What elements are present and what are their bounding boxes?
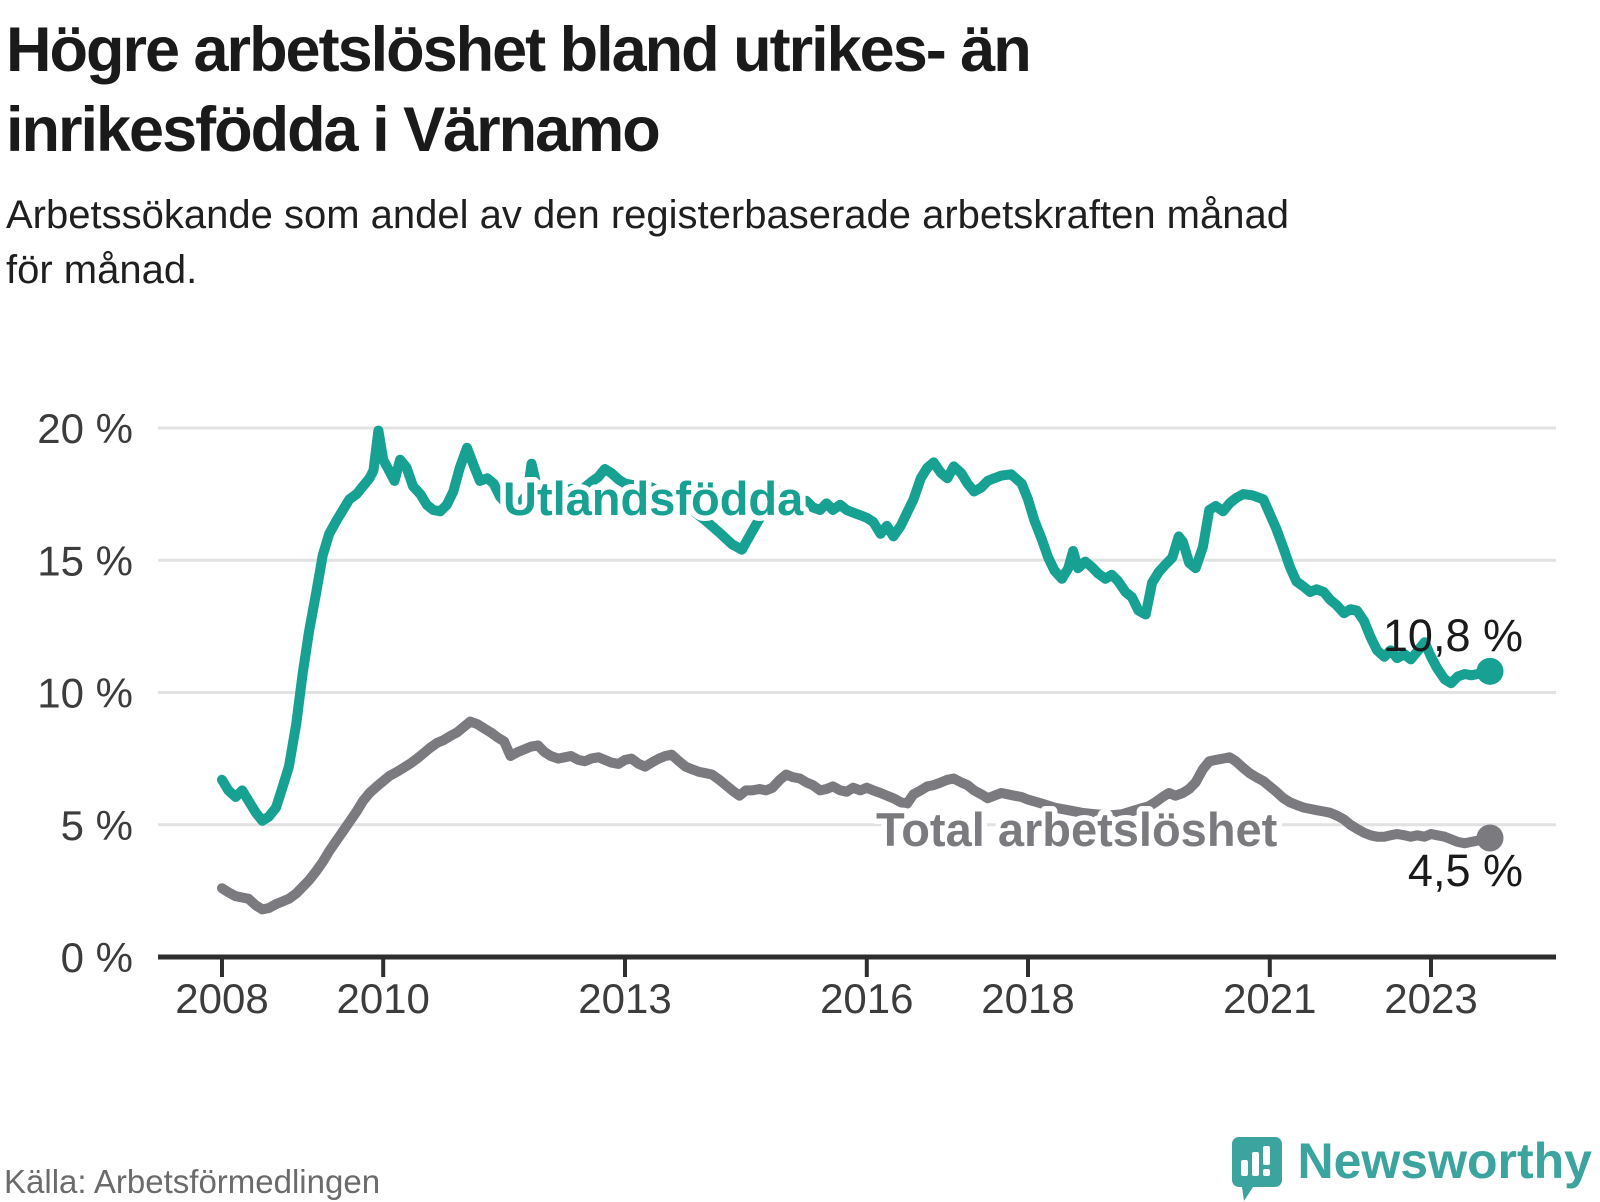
gridlines: [158, 426, 1556, 827]
end-dot-utlandsfodda: [1476, 657, 1504, 685]
x-axis: [158, 954, 1556, 977]
title-line-1: Högre arbetslöshet bland utrikes- än: [6, 15, 1032, 85]
y-tick-label-15: 15 %: [37, 537, 133, 584]
end-dot-total-arbetsloshet: [1476, 824, 1504, 852]
source-note: Källa: Arbetsförmedlingen: [4, 1163, 381, 1200]
line-total-arbetsloshet: [217, 716, 1490, 915]
x-tick-label-2010: 2010: [336, 975, 429, 1022]
series-label-utlandsfodda: Utlandsfödda: [503, 472, 804, 525]
y-tick-label-20: 20 %: [37, 405, 133, 452]
title-line-2: inrikesfödda i Värnamo: [6, 95, 661, 165]
subtitle-line-2: för månad.: [6, 248, 198, 293]
y-tick-label-10: 10 %: [37, 670, 133, 717]
bar-1: [1241, 1160, 1249, 1176]
newsworthy-logo: Newsworthy: [1231, 1136, 1592, 1202]
exclamation-bar: [1263, 1146, 1271, 1165]
x-tick-label-2023: 2023: [1384, 975, 1477, 1022]
end-value-label-total: 4,5 %: [1408, 845, 1523, 896]
subtitle-line-1: Arbetssökande som andel av den registerb…: [6, 193, 1289, 237]
line-utlandsfodda: [217, 425, 1490, 826]
y-tick-label-0: 0 %: [61, 934, 133, 981]
series-lines: [217, 425, 1504, 915]
series-label-total-arbetsloshet: Total arbetslöshet: [876, 803, 1278, 856]
bar-2: [1252, 1152, 1260, 1176]
x-tick-label-2018: 2018: [981, 975, 1074, 1022]
x-tick-label-2013: 2013: [578, 975, 671, 1022]
x-tick-label-2016: 2016: [820, 975, 913, 1022]
newsworthy-pin-icon: [1232, 1137, 1283, 1201]
exclamation-dot: [1263, 1169, 1271, 1176]
newsworthy-wordmark: Newsworthy: [1297, 1133, 1592, 1189]
page-title: Högre arbetslöshet bland utrikes- än inri…: [6, 10, 1032, 170]
y-tick-label-5: 5 %: [61, 802, 133, 849]
chart-subtitle: Arbetssökande som andel av den registerb…: [6, 188, 1289, 298]
axis-tick-labels: 0 % 5 % 10 % 15 % 20 % 2008 2010 2013 2016 2018 20…: [37, 405, 1477, 1022]
x-tick-label-2021: 2021: [1223, 975, 1316, 1022]
x-tick-label-2008: 2008: [175, 975, 268, 1022]
end-value-label-utlandsfodda: 10,8 %: [1383, 610, 1523, 661]
